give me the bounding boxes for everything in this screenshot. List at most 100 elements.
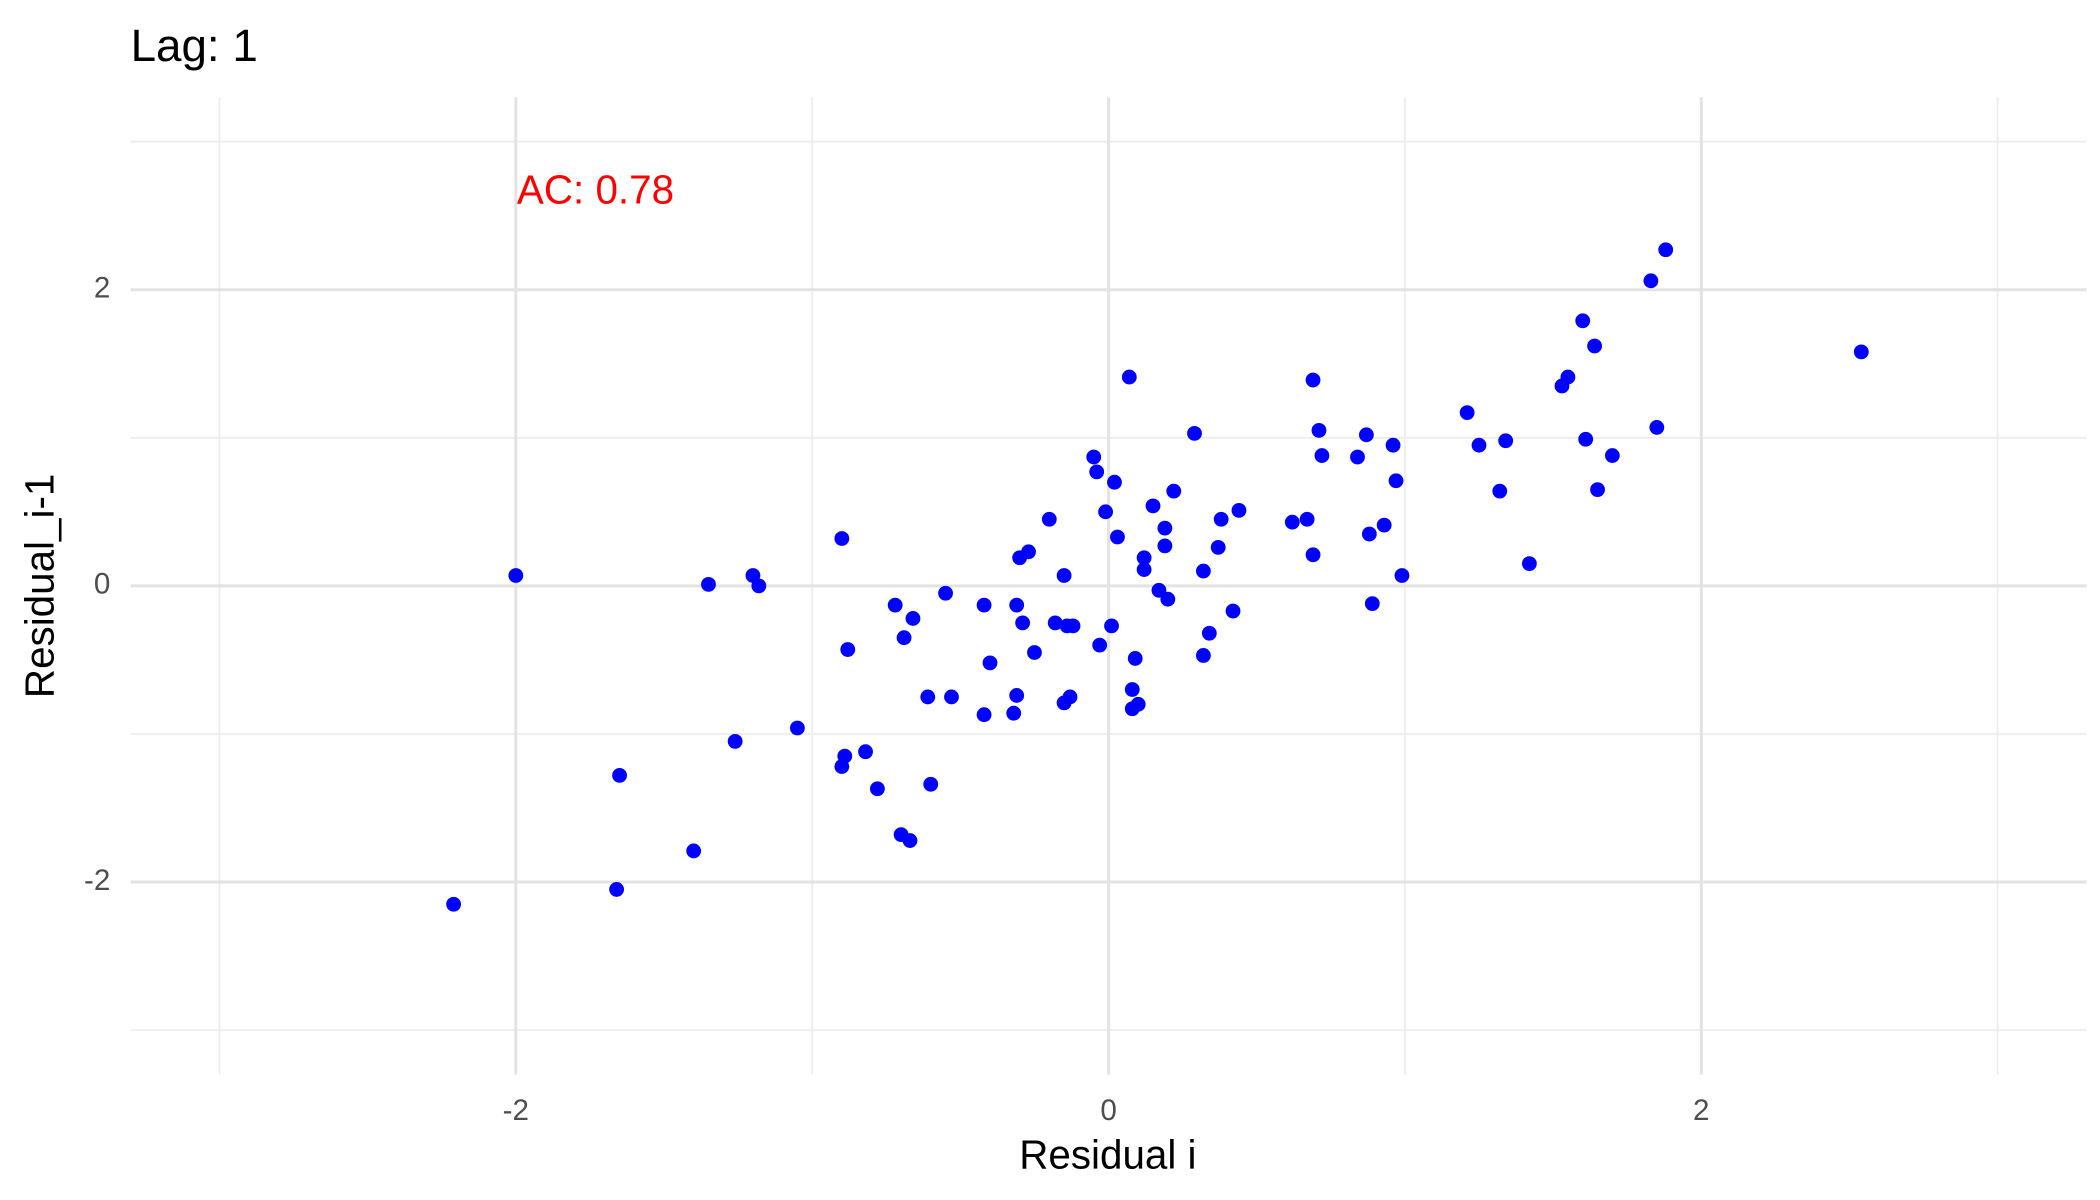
- point: [1136, 562, 1152, 577]
- point: [1195, 648, 1211, 663]
- point: [1195, 563, 1211, 579]
- point: [1201, 625, 1217, 641]
- point: [834, 759, 850, 774]
- point: [1459, 405, 1475, 421]
- point: [1358, 427, 1374, 443]
- point: [1658, 242, 1674, 258]
- point: [1009, 597, 1025, 613]
- point: [858, 744, 873, 760]
- point: [887, 597, 903, 613]
- point: [1231, 502, 1247, 518]
- x-tick-label: -2: [503, 1094, 529, 1127]
- point: [1385, 437, 1401, 453]
- point: [920, 689, 936, 705]
- point: [1130, 696, 1146, 712]
- point: [1225, 603, 1241, 619]
- point: [1124, 682, 1140, 697]
- x-tick-label: 0: [1100, 1094, 1116, 1127]
- point: [1104, 618, 1119, 634]
- point: [944, 689, 959, 705]
- marks: [446, 242, 1869, 912]
- point: [1157, 520, 1173, 536]
- point: [1015, 615, 1031, 631]
- point: [1305, 547, 1321, 563]
- point: [1136, 550, 1152, 566]
- y-axis-title: Residual_i-1: [17, 474, 63, 698]
- point: [727, 733, 743, 749]
- point: [1361, 526, 1377, 542]
- point: [1056, 568, 1072, 583]
- point: [1590, 482, 1605, 498]
- point: [1160, 591, 1176, 607]
- x-axis-title: Residual i: [1019, 1132, 1196, 1178]
- x-tick-label: 2: [1693, 1094, 1709, 1127]
- point: [686, 843, 702, 859]
- point: [840, 642, 856, 657]
- point: [1575, 313, 1591, 329]
- point: [1041, 511, 1057, 527]
- point: [1187, 425, 1202, 441]
- point: [1498, 433, 1514, 449]
- point: [1210, 539, 1226, 555]
- point: [1121, 369, 1137, 385]
- point: [1311, 422, 1327, 438]
- point: [869, 781, 885, 797]
- point: [1089, 464, 1105, 480]
- point: [1560, 369, 1576, 385]
- point: [1492, 483, 1508, 499]
- point: [1376, 517, 1392, 533]
- point: [1394, 568, 1410, 583]
- point: [1587, 338, 1602, 354]
- point: [1853, 344, 1869, 360]
- point: [751, 578, 767, 594]
- point: [982, 655, 998, 671]
- point: [1643, 273, 1659, 289]
- point: [1006, 705, 1022, 721]
- point: [1009, 688, 1025, 703]
- chart-title: Lag: 1: [131, 20, 258, 71]
- point: [1314, 448, 1330, 463]
- y-tick-label: -2: [84, 864, 110, 897]
- y-tick-label: 0: [94, 568, 110, 601]
- point: [1145, 498, 1161, 514]
- point: [612, 768, 627, 783]
- point: [1213, 511, 1229, 527]
- point: [1127, 651, 1143, 666]
- point: [1107, 474, 1122, 490]
- point: [1047, 615, 1063, 631]
- point: [1578, 431, 1594, 447]
- point: [834, 531, 850, 546]
- point: [1364, 596, 1380, 612]
- point: [1649, 420, 1665, 435]
- point: [1098, 504, 1113, 520]
- point: [976, 597, 992, 613]
- point: [902, 833, 918, 848]
- point: [701, 576, 716, 592]
- point: [1299, 511, 1315, 527]
- point: [446, 896, 462, 912]
- point: [896, 630, 912, 646]
- point: [609, 882, 625, 897]
- point: [508, 568, 524, 583]
- point: [1350, 449, 1365, 465]
- point: [1284, 514, 1300, 530]
- point: [1521, 556, 1537, 572]
- point: [938, 585, 953, 601]
- point: [1157, 538, 1173, 554]
- point: [1056, 695, 1072, 711]
- point: [923, 776, 939, 792]
- point: [1012, 550, 1028, 566]
- point: [1604, 448, 1620, 463]
- point: [1065, 618, 1081, 634]
- point: [1092, 637, 1108, 653]
- point: [1471, 437, 1487, 453]
- point: [1166, 483, 1182, 499]
- point: [1305, 372, 1321, 388]
- point: [1086, 449, 1102, 465]
- point: [1388, 473, 1404, 489]
- point: [1110, 529, 1125, 545]
- point: [1027, 645, 1042, 660]
- y-tick-label: 2: [94, 272, 110, 305]
